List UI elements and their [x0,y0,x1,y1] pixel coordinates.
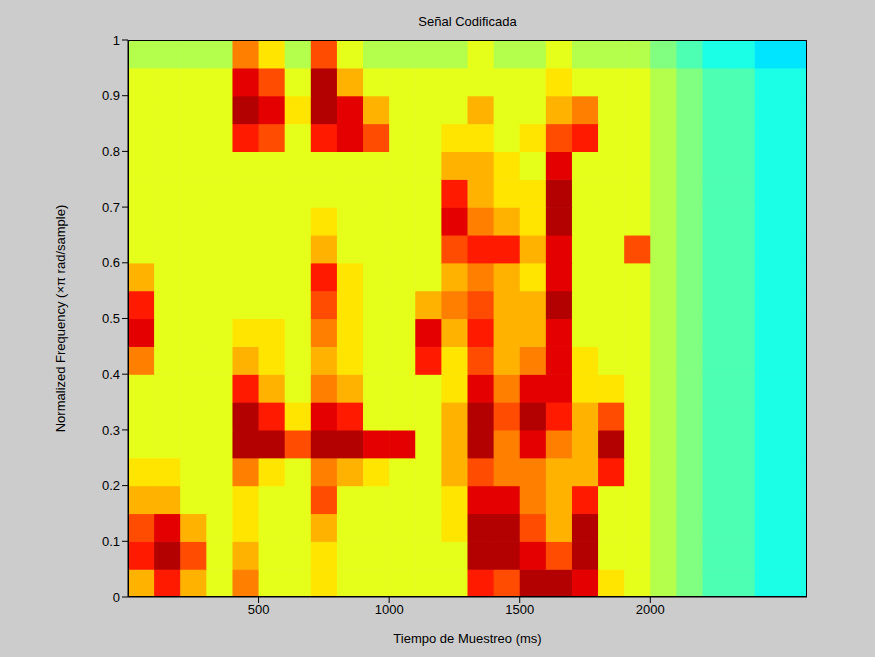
svg-text:0.3: 0.3 [102,423,120,438]
svg-text:0.9: 0.9 [102,88,120,103]
html-text:Señal Codificada: Señal Codificada [418,14,517,29]
svg-text:0.1: 0.1 [102,534,120,549]
svg-text:1000: 1000 [375,602,404,617]
svg-text:0.7: 0.7 [102,200,120,215]
svg-text:0.8: 0.8 [102,144,120,159]
svg-text:Tiempo de Muestreo (ms): Tiempo de Muestreo (ms) [393,631,541,646]
svg-text:1: 1 [113,33,120,48]
svg-text:0.5: 0.5 [102,311,120,326]
svg-text:2000: 2000 [636,602,665,617]
svg-text:1500: 1500 [505,602,534,617]
svg-text:Normalized Frequency (×π rad/s: Normalized Frequency (×π rad/sample) [53,205,68,433]
svg-text:0.6: 0.6 [102,255,120,270]
svg-text:0.2: 0.2 [102,478,120,493]
svg-text:0.4: 0.4 [102,367,120,382]
svg-text:0: 0 [113,590,120,605]
svg-text:500: 500 [248,602,270,617]
